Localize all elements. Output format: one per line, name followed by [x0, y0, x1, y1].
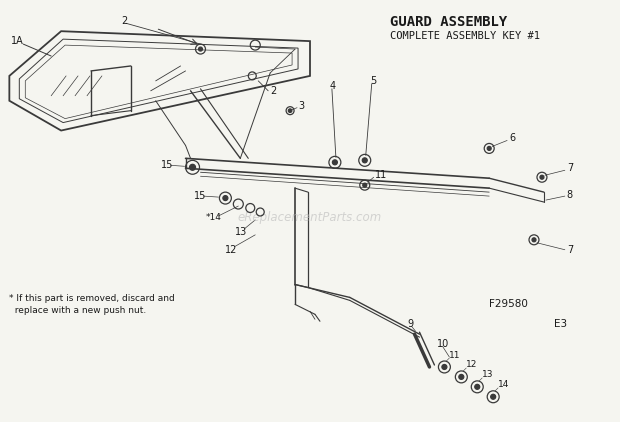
Text: 15: 15	[161, 160, 173, 170]
Text: 9: 9	[407, 319, 414, 329]
Text: 13: 13	[236, 227, 247, 237]
Circle shape	[363, 183, 367, 187]
Text: COMPLETE ASSEMBLY KEY #1: COMPLETE ASSEMBLY KEY #1	[389, 31, 539, 41]
Text: 12: 12	[226, 245, 237, 255]
Text: replace with a new push nut.: replace with a new push nut.	[9, 306, 146, 315]
Circle shape	[540, 175, 544, 179]
Text: 6: 6	[509, 133, 515, 143]
Text: 15: 15	[193, 191, 206, 201]
Text: * If this part is removed, discard and: * If this part is removed, discard and	[9, 295, 175, 303]
Circle shape	[442, 365, 447, 369]
Text: F29580: F29580	[489, 299, 528, 309]
Circle shape	[487, 146, 491, 150]
Circle shape	[490, 394, 495, 399]
Text: 4: 4	[330, 81, 336, 91]
Text: E3: E3	[554, 319, 567, 329]
Text: 11: 11	[450, 351, 461, 360]
Text: 8: 8	[567, 190, 573, 200]
Text: 13: 13	[482, 371, 494, 379]
Text: 5: 5	[370, 76, 376, 86]
Text: 7: 7	[567, 163, 573, 173]
Text: 11: 11	[374, 170, 387, 180]
Text: 14: 14	[498, 380, 510, 390]
Circle shape	[362, 158, 367, 163]
Text: eReplacementParts.com: eReplacementParts.com	[238, 211, 382, 225]
Text: 2: 2	[121, 16, 127, 26]
Text: 7: 7	[567, 245, 573, 255]
Circle shape	[198, 47, 203, 51]
Text: 1A: 1A	[11, 36, 24, 46]
Circle shape	[475, 384, 480, 390]
Text: *14: *14	[205, 214, 221, 222]
Circle shape	[190, 164, 195, 170]
Circle shape	[223, 196, 228, 200]
Text: 3: 3	[298, 101, 304, 111]
Circle shape	[332, 160, 337, 165]
Circle shape	[288, 109, 292, 112]
Circle shape	[532, 238, 536, 242]
Text: 2: 2	[270, 86, 277, 96]
Circle shape	[459, 374, 464, 379]
Text: 10: 10	[438, 339, 450, 349]
Text: GUARD ASSEMBLY: GUARD ASSEMBLY	[389, 15, 507, 29]
Text: 12: 12	[466, 360, 477, 370]
